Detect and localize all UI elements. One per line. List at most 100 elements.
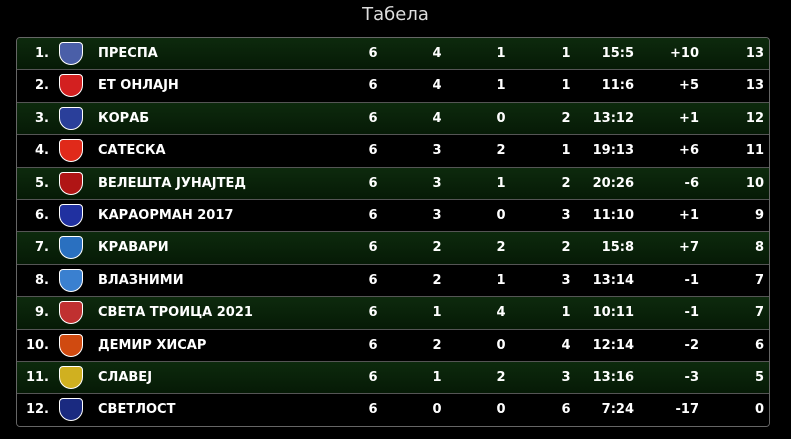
draws: 0 xyxy=(496,337,506,353)
wins: 2 xyxy=(432,272,442,288)
wins: 4 xyxy=(432,46,442,61)
draws: 2 xyxy=(496,369,506,385)
table-row: 10. ДЕМИР ХИСАР 6 2 0 4 12:14 -2 6 xyxy=(17,328,769,361)
draws: 0 xyxy=(496,110,506,126)
team: КРАВАРИ xyxy=(98,240,169,256)
goals: 19:13 xyxy=(592,143,634,159)
goal-diff: -1 xyxy=(684,272,699,288)
position: 8. xyxy=(35,272,49,288)
draws: 0 xyxy=(496,402,506,418)
table-row: 9. СВЕТА ТРОИЦА 2021 6 1 4 1 10:11 -1 7 xyxy=(17,296,769,329)
goals: 15:5 xyxy=(601,46,634,61)
goal-diff: +1 xyxy=(679,207,699,223)
wins: 1 xyxy=(432,369,442,385)
team-logo xyxy=(59,203,83,227)
points: 13 xyxy=(745,78,764,94)
goals: 12:14 xyxy=(592,337,634,353)
goal-diff: +7 xyxy=(679,240,699,256)
team: СЛАВЕЈ xyxy=(98,369,153,385)
points: 7 xyxy=(754,272,764,288)
goals: 11:6 xyxy=(601,78,634,94)
points: 6 xyxy=(754,337,764,353)
draws: 1 xyxy=(496,46,506,61)
position: 3. xyxy=(35,110,49,126)
team: СВЕТЛОСТ xyxy=(98,402,176,418)
losses: 4 xyxy=(561,337,571,353)
team-logo xyxy=(59,74,83,98)
losses: 2 xyxy=(561,175,571,191)
team-logo xyxy=(59,365,83,389)
table-row: 3. КОРАБ 6 4 0 2 13:12 +1 12 xyxy=(17,101,769,135)
team: СВЕТА ТРОИЦА 2021 xyxy=(98,305,253,321)
draws: 1 xyxy=(496,175,506,191)
draws: 2 xyxy=(496,143,506,159)
wins: 4 xyxy=(432,110,442,126)
position: 9. xyxy=(35,305,49,321)
losses: 1 xyxy=(561,46,571,61)
points: 0 xyxy=(754,402,764,418)
losses: 1 xyxy=(561,78,571,94)
table-row: 4. САТЕСКА 6 3 2 1 19:13 +6 11 xyxy=(17,134,769,167)
goals: 13:14 xyxy=(592,272,634,288)
losses: 3 xyxy=(561,207,571,223)
wins: 2 xyxy=(432,337,442,353)
goals: 10:11 xyxy=(592,305,634,321)
played: 6 xyxy=(368,337,378,353)
goal-diff: +1 xyxy=(679,110,699,126)
position: 4. xyxy=(35,143,49,159)
team: КАРАОРМАН 2017 xyxy=(98,207,234,223)
position: 10. xyxy=(25,337,49,353)
table-row: 1. ПРЕСПА 6 4 1 1 15:5 +10 13 xyxy=(17,38,769,70)
team: ВЕЛЕШТА ЈУНАЈТЕД xyxy=(98,175,246,191)
wins: 3 xyxy=(432,175,442,191)
wins: 3 xyxy=(432,207,442,223)
goal-diff: -1 xyxy=(684,305,699,321)
goal-diff: -6 xyxy=(684,175,699,191)
team-logo xyxy=(59,333,83,357)
goals: 13:16 xyxy=(592,369,634,385)
table-row: 2. ЕТ ОНЛАЈН 6 4 1 1 11:6 +5 13 xyxy=(17,69,769,102)
table-row: 5. ВЕЛЕШТА ЈУНАЈТЕД 6 3 1 2 20:26 -6 10 xyxy=(17,166,769,199)
points: 11 xyxy=(745,143,764,159)
played: 6 xyxy=(368,272,378,288)
team-logo xyxy=(59,42,83,65)
team: ЕТ ОНЛАЈН xyxy=(98,78,179,94)
played: 6 xyxy=(368,78,378,94)
points: 9 xyxy=(754,207,764,223)
goal-diff: +10 xyxy=(670,46,699,61)
team-logo xyxy=(59,301,83,325)
goal-diff: -2 xyxy=(684,337,699,353)
team: ДЕМИР ХИСАР xyxy=(98,337,207,353)
team: САТЕСКА xyxy=(98,143,166,159)
goals: 15:8 xyxy=(601,240,634,256)
position: 7. xyxy=(35,240,49,256)
position: 6. xyxy=(35,207,49,223)
losses: 3 xyxy=(561,369,571,385)
played: 6 xyxy=(368,402,378,418)
draws: 1 xyxy=(496,78,506,94)
draws: 4 xyxy=(496,305,506,321)
position: 1. xyxy=(35,46,49,61)
team-logo xyxy=(59,236,83,260)
position: 12. xyxy=(25,402,49,418)
team-logo xyxy=(59,398,83,422)
table-row: 8. ВЛАЗНИМИ 6 2 1 3 13:14 -1 7 xyxy=(17,263,769,297)
team-logo xyxy=(59,106,83,130)
played: 6 xyxy=(368,207,378,223)
goal-diff: -3 xyxy=(684,369,699,385)
team-logo xyxy=(59,268,83,292)
team: ПРЕСПА xyxy=(98,46,158,61)
played: 6 xyxy=(368,369,378,385)
position: 11. xyxy=(25,369,49,385)
wins: 0 xyxy=(432,402,442,418)
goals: 7:24 xyxy=(601,402,634,418)
team: КОРАБ xyxy=(98,110,150,126)
losses: 3 xyxy=(561,272,571,288)
goals: 20:26 xyxy=(592,175,634,191)
position: 5. xyxy=(35,175,49,191)
points: 12 xyxy=(745,110,764,126)
played: 6 xyxy=(368,305,378,321)
losses: 2 xyxy=(561,110,571,126)
table-row: 6. КАРАОРМАН 2017 6 3 0 3 11:10 +1 9 xyxy=(17,198,769,232)
